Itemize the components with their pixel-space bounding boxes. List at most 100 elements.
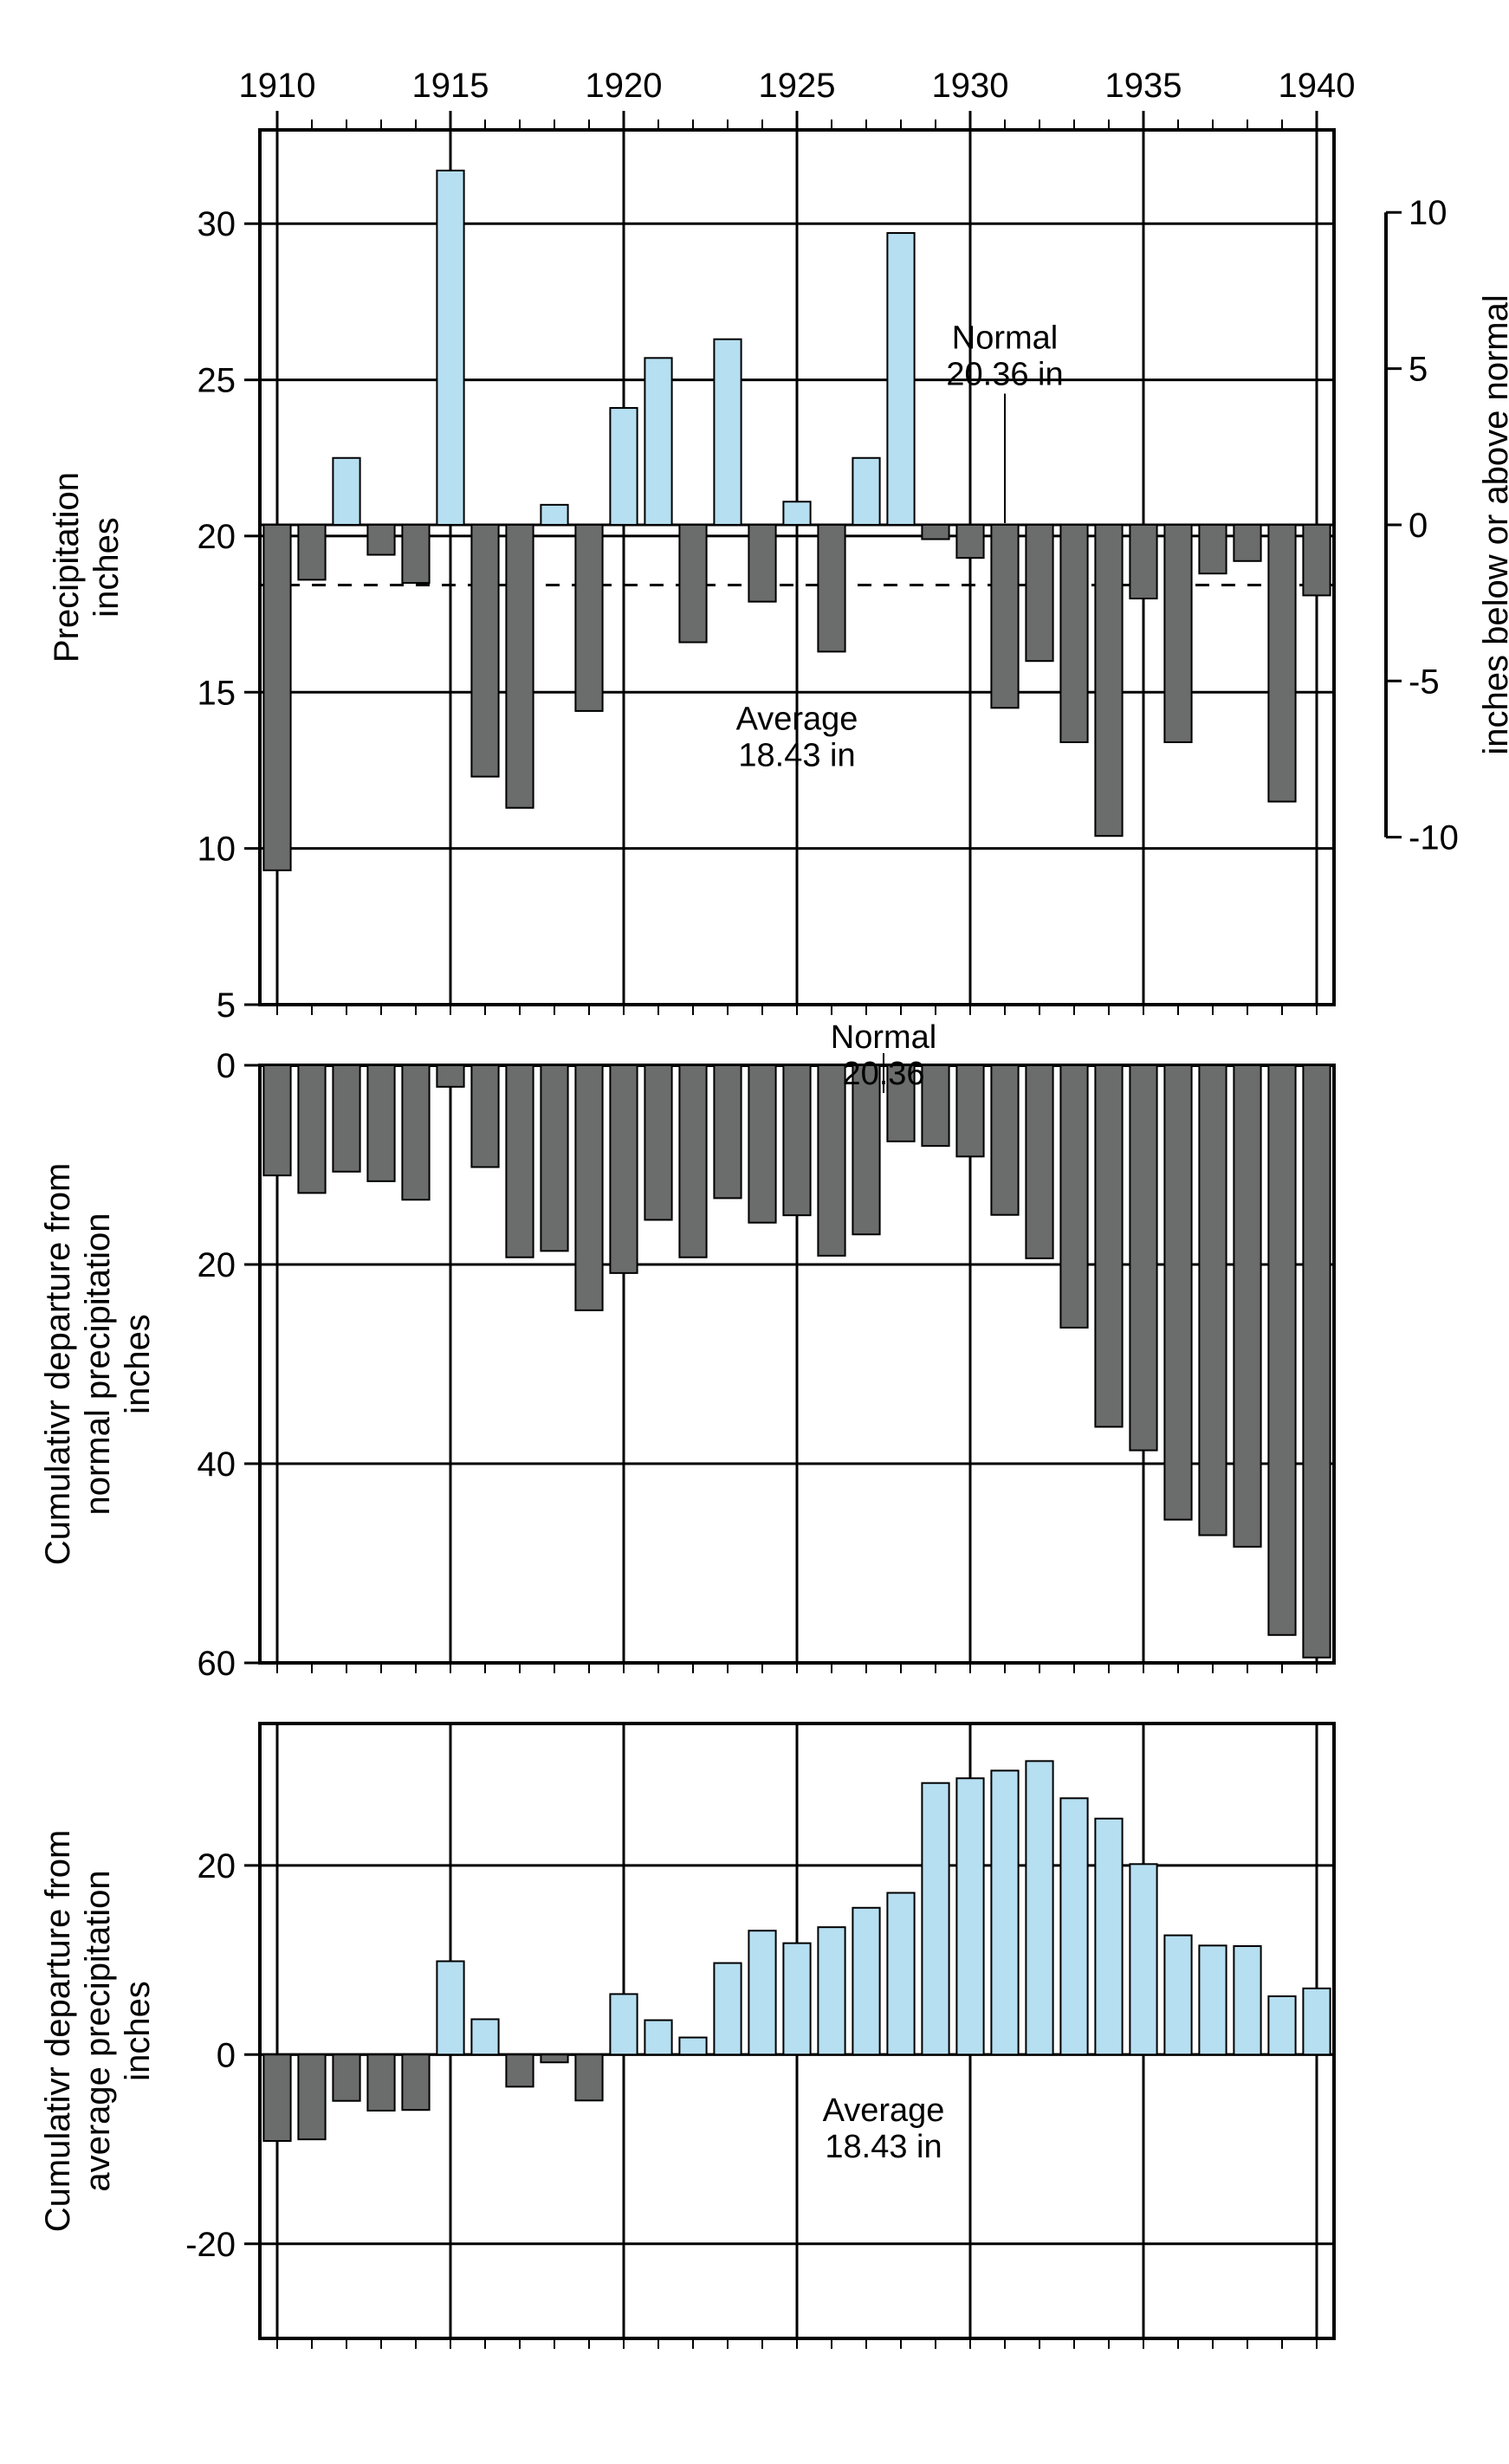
bar <box>263 2054 290 2141</box>
bar <box>1060 525 1087 742</box>
bar <box>541 505 567 525</box>
bar <box>333 458 359 525</box>
y-tick-label: 40 <box>198 1445 236 1484</box>
bar <box>575 1065 602 1310</box>
bar <box>922 1783 949 2055</box>
bar <box>1303 1989 1330 2054</box>
x-tick-label: 1925 <box>759 67 836 105</box>
bar <box>506 525 533 808</box>
bar <box>644 2021 671 2055</box>
x-tick-label: 1940 <box>1279 67 1356 105</box>
bar <box>333 2054 359 2100</box>
bar <box>1303 1065 1330 1658</box>
bar <box>506 2054 533 2086</box>
precipitation-chart: 1910 1915 1920 1925 1930 1935 1940 5 10 15 20 25 30 -… <box>0 0 1509 2464</box>
bar <box>1164 1936 1191 2055</box>
bar <box>333 1065 359 1172</box>
bar <box>1164 1065 1191 1520</box>
bar <box>991 1065 1018 1215</box>
bar <box>887 1893 914 2055</box>
bar <box>1026 525 1052 661</box>
y-tick-label: 25 <box>198 362 236 400</box>
bar <box>610 1065 637 1273</box>
bar <box>471 2019 498 2054</box>
x-tick-label: 1930 <box>932 67 1009 105</box>
bar <box>956 525 983 558</box>
bar <box>922 1065 949 1146</box>
y-tick-label-right: -10 <box>1409 819 1459 857</box>
annotation: Average18.43 in <box>736 702 858 774</box>
bar <box>922 525 949 540</box>
y-tick-label-right: 0 <box>1409 507 1428 545</box>
bar <box>506 1065 533 1258</box>
bar <box>437 171 463 525</box>
x-tick-label: 1920 <box>586 67 663 105</box>
bar <box>367 1065 394 1181</box>
bar <box>748 525 775 602</box>
bar <box>1130 525 1156 598</box>
bar <box>471 1065 498 1167</box>
bar <box>852 458 879 525</box>
bar <box>1199 1065 1226 1536</box>
x-tick-label: 1915 <box>412 67 489 105</box>
y-tick-label-right: -5 <box>1409 663 1440 701</box>
bar <box>714 1065 741 1198</box>
bar <box>1268 1996 1295 2054</box>
bar <box>610 1994 637 2054</box>
bar <box>437 1961 463 2054</box>
bar <box>471 525 498 777</box>
y-axis-label-right: inches below or above normal <box>1477 294 1509 754</box>
bar <box>1130 1065 1156 1451</box>
bar <box>1060 1065 1087 1328</box>
bar <box>298 2054 325 2139</box>
bar <box>956 1778 983 2054</box>
bar <box>1303 525 1330 596</box>
y-tick-label-right: 10 <box>1409 194 1447 232</box>
x-tick-label: 1935 <box>1105 67 1182 105</box>
bar <box>748 1065 775 1223</box>
bar <box>367 525 394 555</box>
bar <box>991 525 1018 708</box>
bar <box>1199 1945 1226 2054</box>
y-tick-label: 15 <box>198 674 236 712</box>
y-tick-label-right: 5 <box>1409 351 1428 389</box>
y-tick-label: -20 <box>185 2226 236 2264</box>
y-tick-label: 0 <box>217 2036 236 2074</box>
bar <box>1060 1798 1087 2054</box>
bar <box>402 525 429 583</box>
y-tick-label: 0 <box>217 1047 236 1085</box>
bar <box>783 1943 810 2055</box>
y-tick-label: 60 <box>198 1645 236 1683</box>
bar <box>644 1065 671 1219</box>
bar <box>1026 1761 1052 2054</box>
bar <box>679 1065 706 1258</box>
bar <box>818 1065 845 1256</box>
bar <box>714 340 741 525</box>
x-tick-label: 1910 <box>239 67 316 105</box>
bar <box>541 2054 567 2062</box>
bar <box>263 525 290 870</box>
bar <box>748 1930 775 2054</box>
bar <box>1095 1065 1122 1426</box>
bar <box>1130 1864 1156 2054</box>
bar <box>1095 1819 1122 2055</box>
y-tick-label: 30 <box>198 205 236 243</box>
bar <box>298 525 325 579</box>
bar <box>298 1065 325 1193</box>
bar <box>1164 525 1191 742</box>
bar <box>1268 525 1295 802</box>
bar <box>1095 525 1122 836</box>
bar <box>679 525 706 643</box>
y-tick-label: 5 <box>217 986 236 1025</box>
bar <box>818 1927 845 2054</box>
bar <box>1026 1065 1052 1258</box>
bar <box>402 2054 429 2110</box>
bar <box>402 1065 429 1200</box>
y-tick-label: 20 <box>198 1246 236 1284</box>
bar <box>1234 1946 1260 2054</box>
bar <box>783 501 810 525</box>
bar <box>887 233 914 525</box>
bar <box>541 1065 567 1251</box>
bar <box>437 1065 463 1087</box>
bar <box>644 358 671 525</box>
